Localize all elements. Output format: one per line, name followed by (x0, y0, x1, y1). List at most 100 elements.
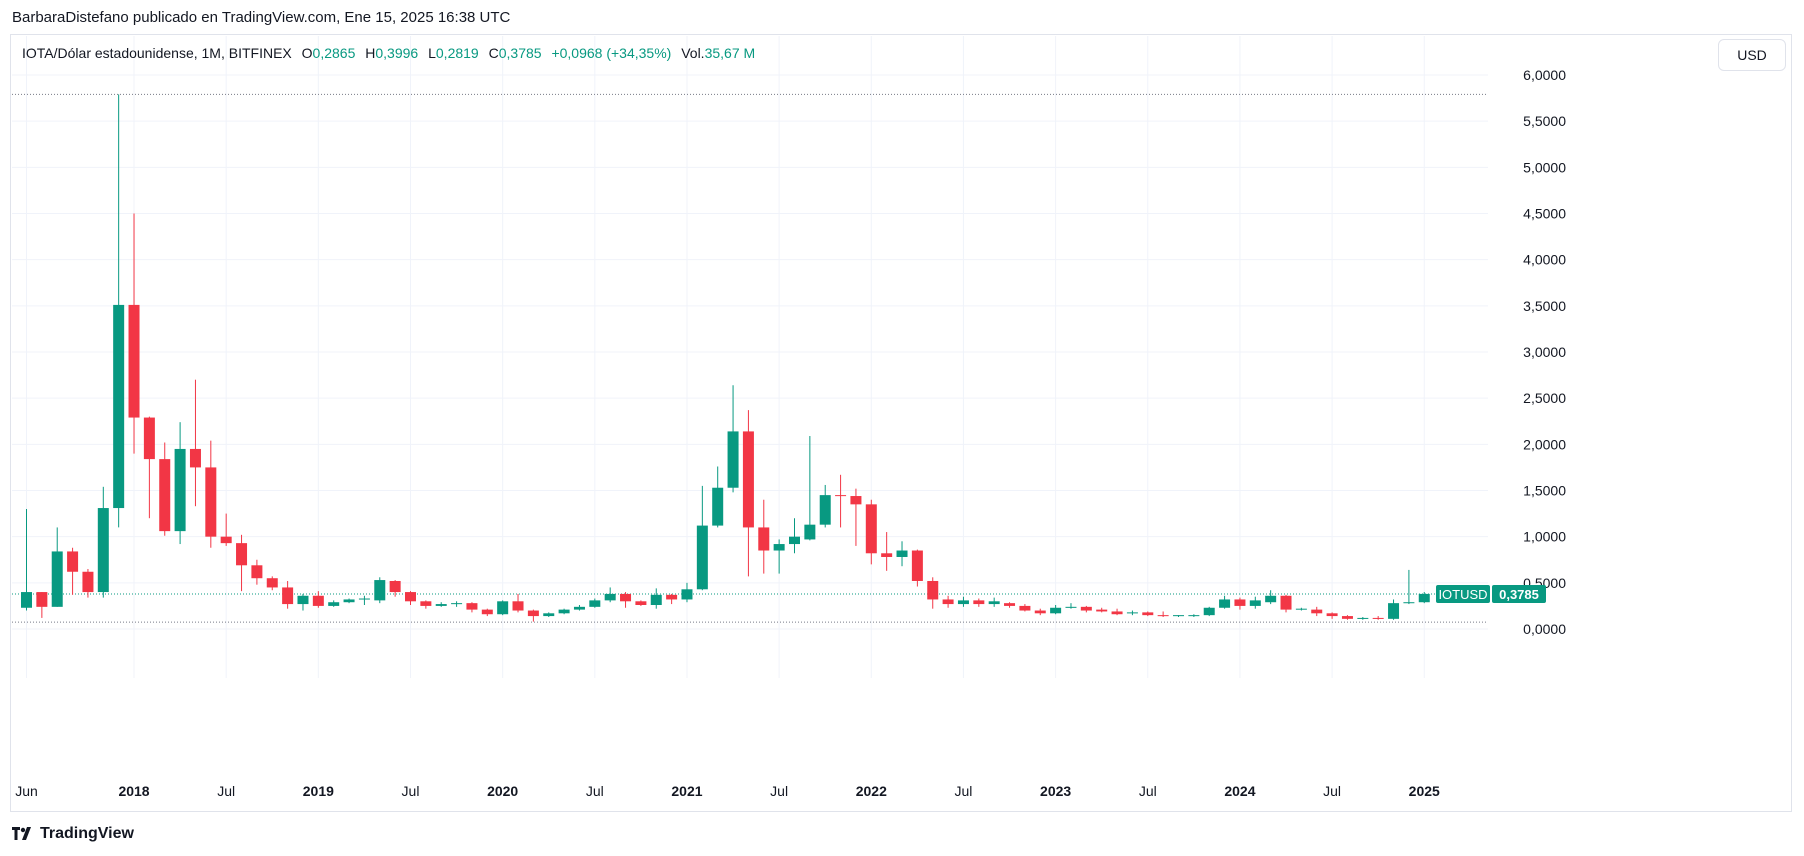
candle-body (681, 589, 693, 600)
candle (758, 499, 770, 574)
candle (573, 604, 585, 611)
candle (1065, 603, 1077, 609)
candle (835, 474, 847, 528)
candle-body (1280, 595, 1292, 610)
candle (389, 580, 401, 597)
x-tick-label: 2025 (1409, 783, 1440, 799)
candle-body (82, 571, 94, 593)
candle-body (911, 550, 923, 581)
candle (1034, 608, 1046, 616)
candle (1326, 612, 1338, 619)
candle (251, 559, 263, 585)
high-value: 0,3996 (375, 45, 419, 61)
candle-body (435, 604, 447, 606)
candle (1019, 604, 1031, 612)
candle-body (1173, 615, 1184, 617)
y-tick-label: 4,5000 (1523, 206, 1566, 222)
currency-button[interactable]: USD (1718, 39, 1786, 71)
candle-body (1019, 605, 1031, 611)
candle-body (865, 504, 877, 554)
candle (1341, 615, 1353, 620)
candle (21, 508, 32, 611)
candle-body (1388, 603, 1400, 619)
candle (497, 600, 509, 616)
candle-body (835, 495, 847, 497)
x-tick-label: 2018 (118, 783, 149, 799)
candle (696, 485, 708, 591)
candle-body (1050, 607, 1062, 614)
y-tick-label: 2,5000 (1523, 390, 1566, 406)
candle-body (881, 553, 893, 557)
last-price-label: 0,3785 (1499, 587, 1539, 602)
candle (819, 484, 831, 528)
candle-body (143, 417, 155, 460)
candle-body (942, 599, 954, 605)
candle-body (389, 580, 401, 593)
change-value: +0,0968 (+34,35%) (551, 45, 672, 61)
candle-body (1065, 606, 1077, 608)
candle (97, 486, 109, 598)
candle-body (1157, 615, 1169, 617)
candle-body (497, 601, 509, 615)
candle-body (712, 487, 724, 526)
x-tick-label: 2021 (671, 783, 702, 799)
candle-body (420, 601, 432, 606)
candle (36, 592, 48, 618)
candle (804, 436, 816, 541)
low-value: 0,2819 (435, 45, 479, 61)
x-tick-label: 2022 (856, 783, 887, 799)
candle-body (36, 592, 48, 607)
candle (1219, 595, 1231, 609)
candle-body (1004, 603, 1016, 606)
candle-body (1357, 617, 1369, 619)
candle-body (1203, 607, 1215, 616)
brand-name: TradingView (40, 825, 134, 842)
tradingview-logo[interactable]: TradingView (12, 825, 134, 843)
candle-body (957, 600, 969, 605)
high-label: H (365, 45, 376, 61)
candle (113, 94, 125, 528)
candle (1403, 569, 1415, 605)
candle-body (512, 601, 524, 611)
candle-body (1341, 616, 1353, 619)
candle-body (128, 304, 140, 418)
candle-body (328, 602, 340, 606)
candle (328, 600, 340, 607)
candle-body (358, 598, 370, 600)
chart-frame (10, 34, 1792, 812)
price-axis: 0,00000,50001,00001,50002,00002,50003,00… (1523, 67, 1566, 637)
candle (604, 587, 616, 603)
y-tick-label: 1,5000 (1523, 483, 1566, 499)
candle (374, 577, 386, 604)
candle-body (696, 525, 708, 590)
candle-body (1126, 612, 1138, 614)
candle (1203, 606, 1215, 617)
candle-body (312, 595, 324, 606)
x-tick-label: Jul (955, 783, 973, 799)
candle-body (251, 565, 263, 579)
candle-body (1034, 610, 1046, 614)
candle-body (220, 536, 232, 544)
candle (1372, 616, 1384, 620)
candle (988, 597, 1000, 607)
y-tick-label: 5,5000 (1523, 113, 1566, 129)
candle (466, 602, 478, 613)
y-tick-label: 6,0000 (1523, 67, 1566, 83)
candle (1249, 596, 1261, 609)
candle-body (1188, 615, 1200, 617)
candle-body (159, 459, 171, 532)
candle (1173, 615, 1184, 617)
candle (451, 601, 463, 607)
y-tick-label: 3,0000 (1523, 344, 1566, 360)
candle (1050, 604, 1062, 615)
candle-body (1234, 599, 1246, 606)
candle (1004, 602, 1016, 608)
open-label: O (301, 45, 313, 61)
candle-body (451, 603, 463, 605)
candle-body (174, 448, 186, 532)
candle-body (988, 601, 1000, 605)
last-price-marker: IOTUSD 0,3785 (1436, 585, 1546, 604)
candle-body (1096, 609, 1108, 612)
candle (1111, 608, 1123, 616)
